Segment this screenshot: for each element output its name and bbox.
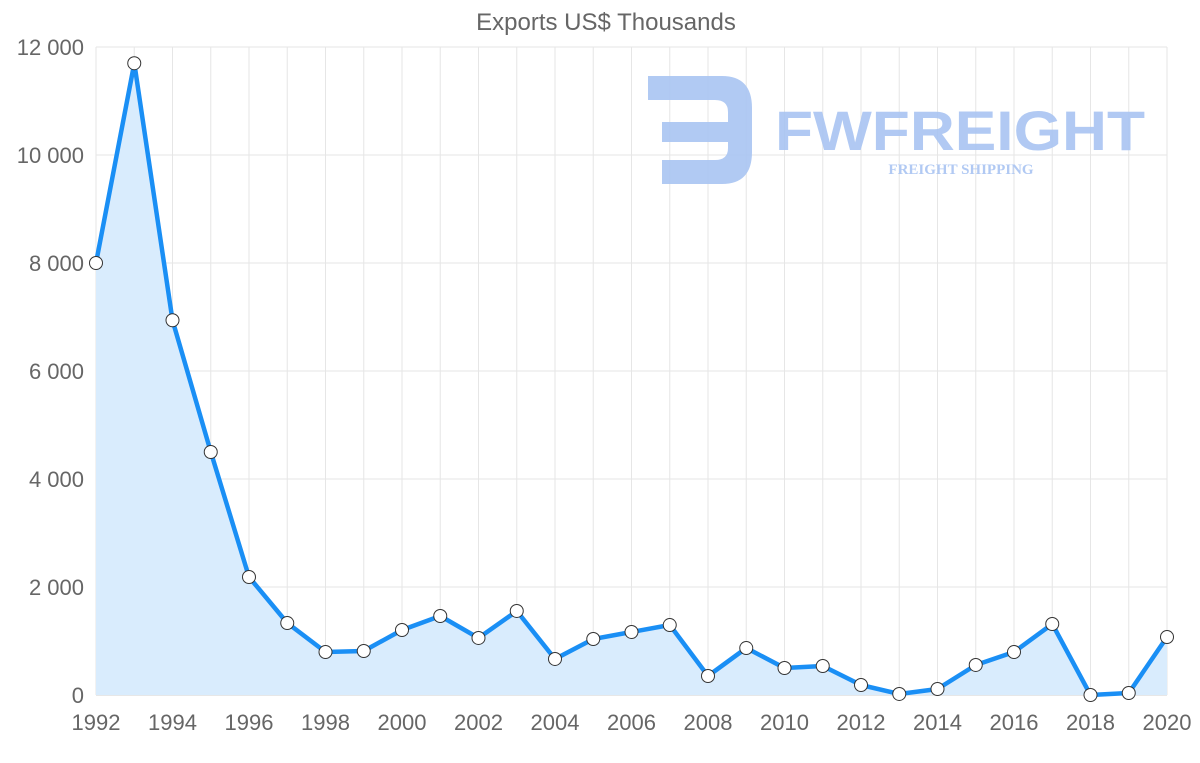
data-point[interactable] [930, 682, 945, 697]
logo-mark-icon [648, 76, 752, 184]
data-point[interactable] [1045, 616, 1060, 631]
data-point[interactable] [1121, 686, 1136, 701]
x-tick-label: 1992 [72, 710, 121, 735]
data-point[interactable] [739, 641, 754, 656]
data-point[interactable] [509, 603, 524, 618]
data-point[interactable] [89, 256, 103, 270]
x-tick-label: 2010 [760, 710, 809, 735]
x-tick-label: 2008 [684, 710, 733, 735]
y-tick-label: 2 000 [29, 575, 84, 600]
y-tick-label: 4 000 [29, 467, 84, 492]
y-tick-label: 0 [72, 683, 84, 708]
data-point[interactable] [433, 608, 448, 623]
data-point[interactable] [165, 313, 180, 328]
data-point[interactable] [395, 622, 409, 637]
x-tick-label: 2004 [531, 710, 580, 735]
data-point[interactable] [356, 643, 371, 658]
x-tick-label: 2018 [1066, 710, 1115, 735]
data-point[interactable] [892, 686, 907, 701]
data-point[interactable] [127, 56, 142, 71]
x-tick-label: 2002 [454, 710, 503, 735]
data-point[interactable] [203, 445, 218, 459]
data-point[interactable] [548, 651, 562, 666]
x-axis-ticks: 1992 1994 1996 1998 2000 2002 2004 2006 2008 2010… [72, 710, 1192, 735]
y-axis-ticks: 0 2 000 4 000 6 000 8 000 10 000 12 000 [17, 35, 84, 708]
data-point[interactable] [280, 616, 295, 631]
data-point[interactable] [815, 659, 830, 674]
x-tick-label: 1998 [301, 710, 350, 735]
x-tick-label: 2020 [1143, 710, 1192, 735]
y-tick-label: 6 000 [29, 359, 84, 384]
data-point[interactable] [1007, 645, 1021, 660]
data-point[interactable] [471, 630, 486, 645]
data-point[interactable] [777, 661, 792, 675]
data-point[interactable] [968, 657, 983, 672]
data-point[interactable] [662, 618, 677, 633]
x-tick-label: 2016 [990, 710, 1039, 735]
data-point[interactable] [242, 570, 256, 585]
area-fill [96, 63, 1167, 695]
data-point[interactable] [1083, 688, 1098, 702]
data-point[interactable] [1160, 630, 1174, 645]
grid [95, 46, 1168, 696]
chart-title: Exports US$ Thousands [476, 9, 736, 36]
watermark-tagline: FREIGHT SHIPPING [888, 162, 1033, 178]
x-tick-label: 1994 [148, 710, 197, 735]
x-tick-label: 2000 [378, 710, 427, 735]
y-tick-label: 8 000 [29, 251, 84, 276]
y-tick-label: 10 000 [17, 143, 84, 168]
data-points [89, 56, 1174, 702]
x-tick-label: 2014 [913, 710, 962, 735]
x-tick-label: 2012 [837, 710, 886, 735]
x-tick-label: 2006 [607, 710, 656, 735]
data-point[interactable] [854, 678, 868, 693]
y-tick-label: 12 000 [17, 35, 84, 60]
data-point[interactable] [318, 645, 333, 660]
watermark-logo: FWFREIGHT FREIGHT SHIPPING [648, 76, 1145, 184]
x-tick-label: 1996 [225, 710, 274, 735]
data-point[interactable] [586, 632, 601, 647]
watermark-brand: FWFREIGHT [775, 99, 1145, 162]
data-point[interactable] [701, 668, 715, 683]
data-point[interactable] [624, 624, 639, 639]
